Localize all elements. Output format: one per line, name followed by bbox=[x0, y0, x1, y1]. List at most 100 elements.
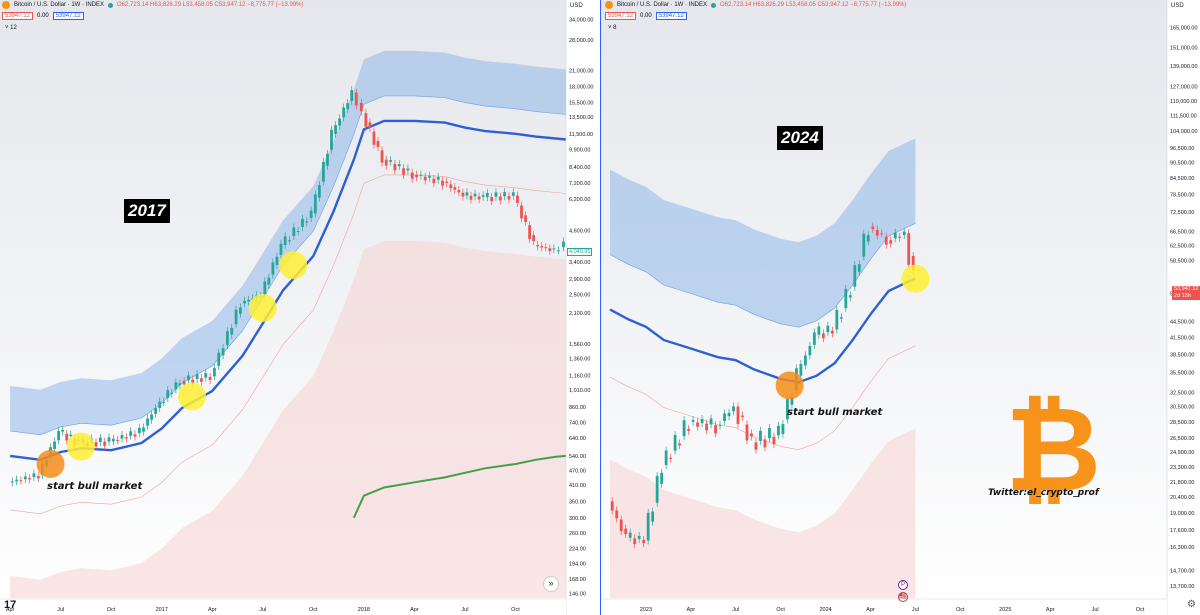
sell-button-right[interactable]: 53947.12 bbox=[605, 12, 637, 20]
buy-button-right[interactable]: 53947.12 bbox=[655, 12, 687, 20]
price-tick-label: 104,000.00 bbox=[1170, 129, 1198, 135]
price-axis bbox=[1167, 0, 1200, 615]
candle-body bbox=[178, 383, 182, 386]
indicator-toggle-left[interactable]: ˅ 12 bbox=[5, 25, 17, 31]
candle-body bbox=[124, 437, 128, 439]
price-tick-label: 1,160.00 bbox=[569, 373, 590, 379]
price-tick-label: 17,600.00 bbox=[1170, 528, 1194, 534]
candle-body bbox=[397, 164, 401, 167]
candle-body bbox=[15, 479, 19, 482]
candle-body bbox=[380, 150, 384, 163]
candle-body bbox=[441, 180, 444, 186]
candle-body bbox=[777, 425, 780, 436]
symbol-title-left[interactable]: Bitcoin / U.S. Dollar · 1W · INDEX bbox=[14, 2, 105, 8]
price-tick-label: 224.00 bbox=[569, 547, 586, 553]
candle-body bbox=[162, 401, 166, 403]
scroll-to-realtime-button[interactable]: » bbox=[543, 576, 559, 592]
spread-left: 0.00 bbox=[37, 13, 49, 19]
price-tick-label: 194.00 bbox=[569, 562, 586, 568]
candle-body bbox=[898, 236, 902, 238]
candle-body bbox=[415, 174, 418, 178]
candle-body bbox=[803, 355, 807, 366]
time-tick-label: Apr bbox=[687, 607, 696, 613]
candle-body bbox=[234, 309, 238, 325]
candle-body bbox=[507, 196, 511, 200]
candle-body bbox=[445, 181, 449, 184]
candle-body bbox=[283, 236, 287, 246]
candle-body bbox=[322, 161, 325, 182]
bitcoin-coin-icon bbox=[605, 1, 613, 9]
time-tick-label: Jul bbox=[461, 607, 468, 613]
highlight-circle-yellow bbox=[66, 432, 95, 461]
price-tick-label: 1,360.00 bbox=[569, 357, 590, 363]
lower-band bbox=[609, 428, 916, 598]
chart-pane-2017[interactable]: 34,000.00 28,000.00 21,000.00 18,000.00 15,5… bbox=[0, 0, 600, 615]
price-tick-label: 165,000.00 bbox=[1170, 26, 1198, 32]
candle-body bbox=[326, 153, 329, 166]
candle-body bbox=[524, 215, 527, 222]
candle-body bbox=[116, 439, 120, 441]
price-tick-label: 20,400.00 bbox=[1170, 495, 1194, 501]
price-tick-label: 21,000.00 bbox=[569, 68, 593, 74]
candle-body bbox=[528, 225, 532, 239]
candle-body bbox=[354, 92, 358, 106]
candle-body bbox=[817, 326, 821, 335]
price-tick-label: 127,000.00 bbox=[1170, 84, 1198, 90]
time-tick-label: Oct bbox=[107, 607, 116, 613]
chart-pane-2024[interactable]: 165,000.00 151,000.00 139,000.00 127,000.00… bbox=[601, 0, 1200, 615]
price-tick-label: 860.00 bbox=[569, 405, 586, 411]
candle-body bbox=[485, 192, 489, 198]
candle-body bbox=[465, 192, 469, 196]
price-tick-label: 6,200.00 bbox=[569, 197, 590, 203]
price-tick-label: 38,500.00 bbox=[1170, 352, 1194, 358]
currency-label-right[interactable]: USD bbox=[1171, 3, 1184, 9]
candle-body bbox=[23, 476, 27, 480]
gear-icon[interactable]: ⚙ bbox=[1187, 599, 1196, 610]
start-bull-market-label-left: start bull market bbox=[47, 481, 143, 492]
candle-body bbox=[732, 406, 735, 412]
bar-countdown: 2d 15h bbox=[1174, 293, 1191, 299]
events-p-icon[interactable]: P bbox=[898, 580, 908, 590]
candle-body bbox=[781, 424, 785, 434]
candle-body bbox=[103, 441, 107, 446]
chart-svg-right[interactable]: 165,000.00 151,000.00 139,000.00 127,000.00… bbox=[601, 0, 1200, 615]
price-tick-label: 14,700.00 bbox=[1170, 568, 1194, 574]
price-tick-label: 72,500.00 bbox=[1170, 210, 1194, 216]
price-tick-label: 30,500.00 bbox=[1170, 405, 1194, 411]
candle-body bbox=[305, 221, 309, 223]
candle-body bbox=[687, 428, 690, 431]
candle-body bbox=[536, 245, 540, 247]
candle-body bbox=[129, 431, 133, 436]
price-tick-label: 2,100.00 bbox=[569, 311, 590, 317]
symbol-title-right[interactable]: Bitcoin / U.S. Dollar · 1W · INDEX bbox=[617, 2, 708, 8]
upper-band-inner-line bbox=[609, 223, 916, 328]
candle-body bbox=[902, 231, 906, 235]
candle-body bbox=[423, 176, 427, 181]
price-tick-label: 32,500.00 bbox=[1170, 390, 1194, 396]
candle-body bbox=[230, 328, 234, 335]
time-tick-label: Apr bbox=[410, 607, 419, 613]
tradingview-logo[interactable]: 17 bbox=[4, 599, 17, 611]
candle-body bbox=[469, 195, 473, 200]
highlight-circle-orange bbox=[36, 449, 65, 478]
candle-body bbox=[871, 226, 875, 229]
us-flag-icon[interactable]: 🇺🇸 bbox=[898, 592, 908, 602]
indicator-toggle-right[interactable]: ˅ 8 bbox=[608, 25, 617, 31]
price-tick-label: 168.00 bbox=[569, 577, 586, 583]
candle-body bbox=[301, 218, 304, 227]
candle-body bbox=[628, 532, 632, 538]
candle-body bbox=[158, 401, 162, 408]
chart-svg-left[interactable]: 34,000.00 28,000.00 21,000.00 18,000.00 15,5… bbox=[0, 0, 600, 615]
time-tick-label: 2017 bbox=[156, 607, 168, 613]
price-tick-label: 23,300.00 bbox=[1170, 465, 1194, 471]
currency-label-left[interactable]: USD bbox=[570, 3, 583, 9]
candle-body bbox=[350, 90, 354, 101]
candle-body bbox=[393, 163, 397, 171]
candle-body bbox=[826, 325, 830, 333]
candle-body bbox=[372, 131, 376, 145]
buy-button-left[interactable]: 53947.12 bbox=[52, 12, 84, 20]
candle-body bbox=[204, 373, 208, 378]
candle-body bbox=[120, 434, 124, 439]
sell-button-left[interactable]: 53947.12 bbox=[2, 12, 34, 20]
price-tick-label: 84,500.00 bbox=[1170, 176, 1194, 182]
